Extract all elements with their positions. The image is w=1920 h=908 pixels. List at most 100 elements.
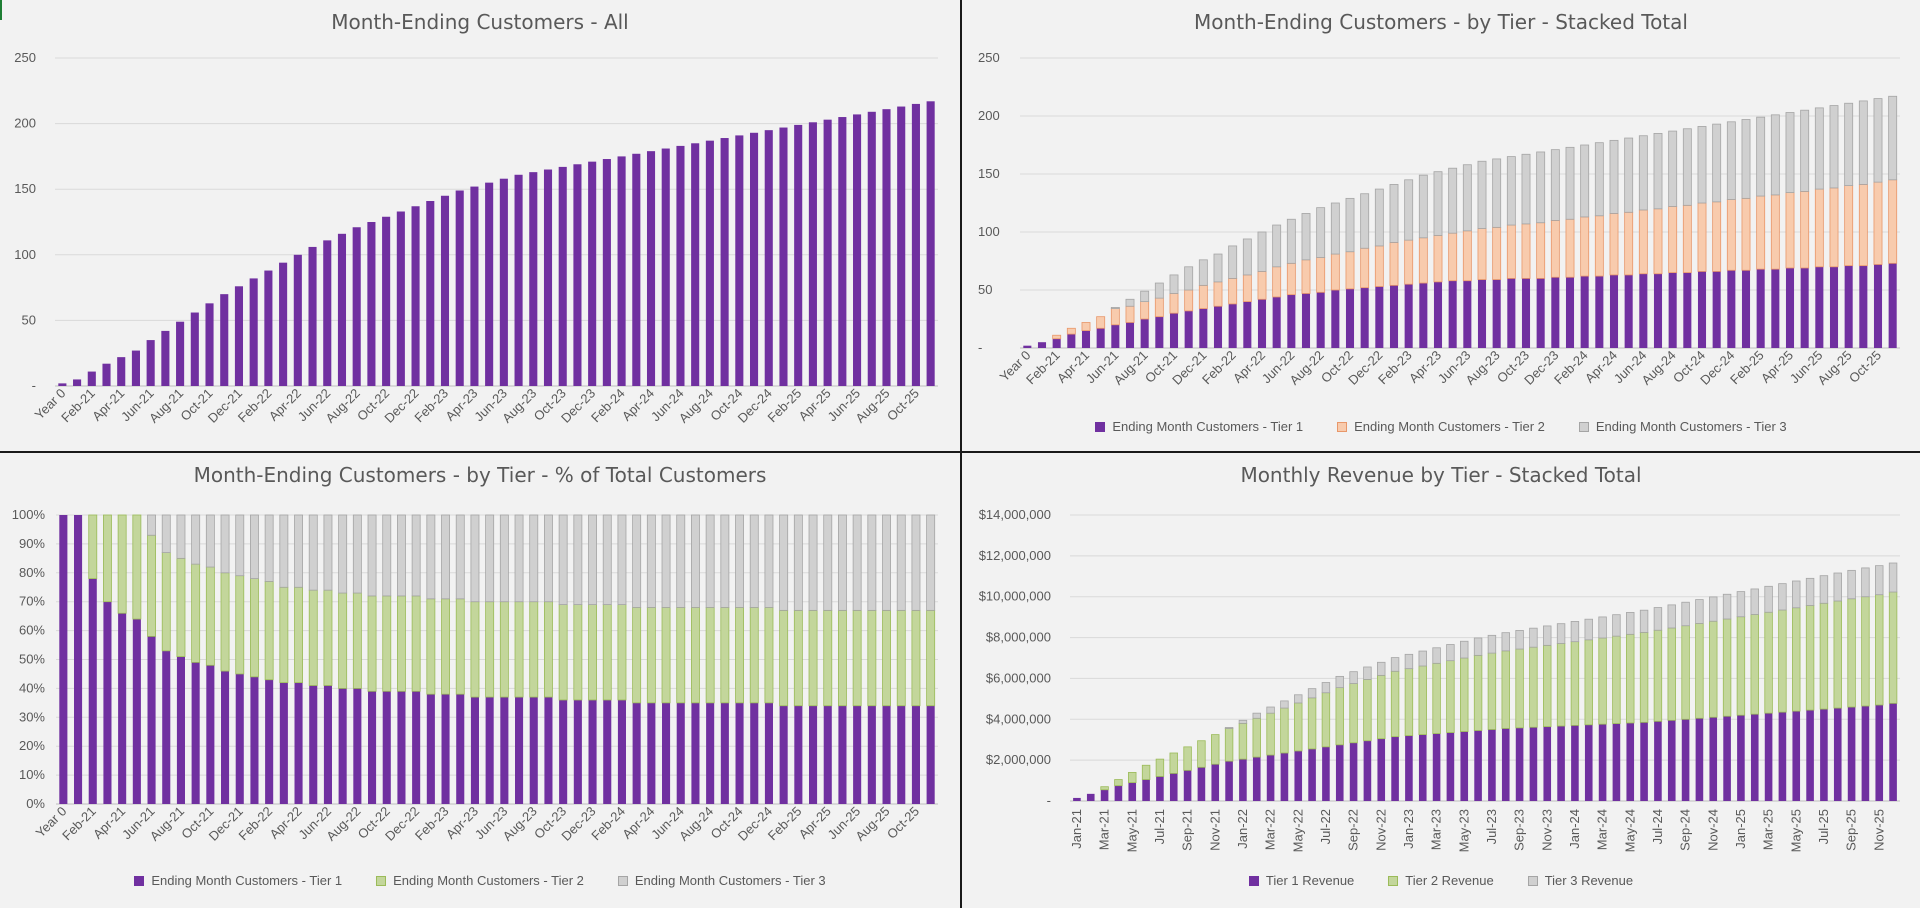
bar-tier-2 [1612, 635, 1621, 724]
bar-tier-3 [588, 514, 597, 605]
bar-tier-2 [1169, 293, 1179, 314]
bar-tier-2 [1330, 253, 1340, 291]
bar-tier-2 [1888, 179, 1898, 264]
bar-tier-2 [1805, 605, 1815, 711]
bar-tier-3 [1844, 102, 1854, 186]
bar-total [58, 383, 67, 386]
bar-tier-1 [1183, 770, 1192, 801]
bar-tier-2 [1228, 277, 1238, 305]
bar-tier-2 [749, 607, 759, 704]
bar-tier-2 [602, 604, 612, 701]
bar-tier-1 [250, 676, 259, 804]
legend-item-tier-3: Ending Month Customers - Tier 3 [617, 873, 826, 888]
bar-tier-2 [1390, 670, 1400, 738]
bar-tier-1 [1571, 725, 1579, 801]
bar-tier-1 [1023, 345, 1032, 348]
chart-plot-revenue-by-tier-stacked: - $2,000,000 $4,000,000 $6,000,000 $8,000,00… [979, 507, 1900, 852]
bar-total [779, 127, 788, 386]
bar-tier-3 [1873, 98, 1883, 183]
bar-tier-2 [1307, 697, 1317, 750]
bar-tier-3 [1184, 266, 1194, 291]
x-tick-label: May-22 [1290, 809, 1305, 852]
bar-tier-3 [1418, 650, 1427, 667]
y-tick-label: 0% [26, 796, 45, 811]
x-tick-label: Feb-21 [58, 386, 98, 426]
chart-panel-customers-all[interactable]: Month-Ending Customers - All - 50 100 150 20… [0, 0, 960, 451]
bar-tier-3 [220, 514, 230, 574]
chart-panel-customers-by-tier-percent[interactable]: Month-Ending Customers - by Tier - % of … [0, 453, 960, 908]
x-tick-label: Feb-24 [588, 804, 628, 844]
bar-tier-3 [544, 514, 553, 603]
bar-tier-2 [1638, 209, 1648, 275]
bar-tier-2 [1858, 184, 1868, 267]
bar-tier-1 [1155, 316, 1164, 348]
bar-tier-2 [661, 607, 671, 704]
bar-total [808, 122, 817, 387]
bar-tier-2 [1667, 627, 1676, 721]
x-tick-label: Jan-21 [1069, 809, 1084, 849]
bar-tier-1 [1111, 324, 1120, 348]
x-tick-label: Feb-22 [236, 804, 276, 844]
chart-panel-customers-by-tier-stacked[interactable]: Month-Ending Customers - by Tier - Stack… [962, 0, 1920, 451]
bar-tier-2 [838, 609, 847, 707]
bar-tier-1 [1737, 715, 1745, 801]
y-tick-label: 40% [19, 680, 45, 695]
bar-tier-3 [1404, 179, 1414, 241]
bar-tier-1 [206, 665, 215, 804]
bar-tier-3 [1345, 197, 1355, 253]
bar-tier-3 [1266, 706, 1275, 714]
bar-tier-3 [1389, 184, 1399, 243]
x-tick-label: Feb-22 [1199, 348, 1239, 388]
bar-tier-3 [617, 514, 627, 605]
x-tick-label: Jan-24 [1567, 809, 1582, 849]
bar-tier-1 [1653, 273, 1663, 348]
bar-tier-2 [1418, 237, 1428, 284]
bar-tier-2 [1345, 251, 1355, 290]
x-tick-label: Sep-22 [1346, 809, 1361, 851]
bar-tier-2 [176, 557, 186, 658]
bar-tier-1 [1800, 267, 1809, 348]
bar-tier-1 [1272, 296, 1281, 348]
legend-item-tier-1: Ending Month Customers - Tier 1 [1095, 419, 1303, 434]
bar-total [543, 169, 553, 386]
bar-tier-2 [676, 607, 686, 704]
bar-total [337, 233, 347, 386]
bar-tier-1 [750, 702, 759, 804]
chart-panel-revenue-by-tier-stacked[interactable]: Monthly Revenue by Tier - Stacked Total … [962, 453, 1920, 908]
bar-tier-2 [323, 589, 333, 686]
y-tick-label: 100% [12, 507, 46, 522]
bar-tier-1 [1294, 750, 1303, 801]
bar-tier-3 [1598, 616, 1607, 639]
bar-tier-3 [764, 514, 774, 608]
y-tick-label: 90% [19, 536, 45, 551]
bar-tier-2 [1266, 712, 1275, 756]
bar-tier-3 [191, 514, 201, 565]
bar-tier-1 [617, 699, 626, 804]
bar-tier-1 [1100, 789, 1109, 801]
bar-tier-3 [485, 514, 495, 603]
bar-tier-1 [897, 705, 906, 804]
bar-tier-1 [794, 705, 803, 804]
x-tick-label: Mar-25 [1761, 809, 1776, 850]
x-tick-label: Oct-25 [884, 386, 922, 424]
bar-tier-1 [1712, 271, 1721, 348]
bar-tier-2 [1238, 722, 1248, 760]
bar-tier-2 [308, 589, 318, 686]
bar-total [499, 178, 508, 386]
bar-tier-3 [1543, 625, 1552, 646]
x-tick-label: Nov-23 [1539, 809, 1554, 851]
bar-tier-3 [646, 514, 656, 608]
bar-tier-1 [1771, 269, 1780, 348]
bar-tier-3 [1521, 153, 1531, 225]
legend-swatch-tier-3 [1578, 421, 1589, 432]
bar-tier-1 [294, 682, 303, 804]
x-tick-label: Nov-22 [1373, 809, 1388, 851]
bar-tier-2 [1100, 786, 1109, 791]
bar-tier-3 [1242, 238, 1252, 276]
bar-tier-2 [1389, 242, 1399, 286]
legend-label: Ending Month Customers - Tier 2 [1354, 419, 1545, 434]
bar-tier-3 [691, 514, 700, 608]
x-tick-label: Feb-23 [1375, 348, 1415, 388]
bar-total [367, 222, 376, 386]
bar-tier-1 [1820, 709, 1828, 801]
